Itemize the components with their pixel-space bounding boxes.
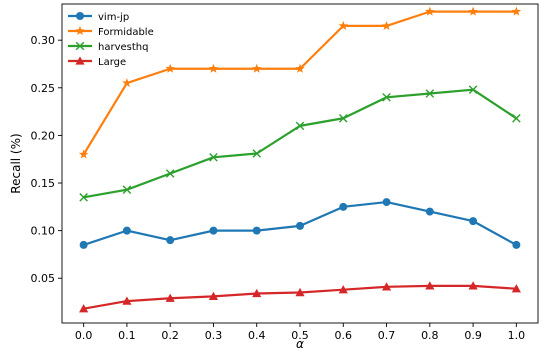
series-layer (78, 6, 522, 313)
y-tick-label: 0.20 (31, 129, 56, 142)
x-axis: 0.0 0.1 0.2 0.3 0.4 0.5 0.6 0.7 0.8 0.9 1.0 (75, 323, 525, 342)
y-tick-label: 0.25 (31, 82, 56, 95)
series-vim-jp (79, 198, 521, 249)
data-point (79, 240, 88, 249)
data-point (425, 281, 435, 290)
data-point (468, 6, 478, 16)
data-point (425, 207, 434, 216)
data-point (295, 63, 305, 73)
data-point (252, 149, 262, 158)
series-formidable (78, 6, 522, 159)
legend-label: harvesthq (98, 42, 148, 53)
data-point (339, 202, 348, 211)
y-tick-label: 0.10 (31, 225, 56, 238)
x-tick-label: 0.8 (421, 329, 439, 342)
legend-entry: vim-jp (68, 12, 129, 23)
x-tick-label: 0.0 (75, 329, 93, 342)
y-axis-label: Recall (%) (9, 133, 23, 193)
legend-marker (76, 12, 84, 20)
data-point (425, 6, 435, 16)
legend-entry: Large (68, 56, 126, 68)
x-tick-label: 1.0 (508, 329, 526, 342)
y-axis: 0.05 0.10 0.15 0.20 0.25 0.30 (31, 34, 62, 285)
legend-label: Large (98, 57, 126, 68)
y-tick-label: 0.30 (31, 34, 56, 47)
x-tick-label: 0.9 (464, 329, 482, 342)
data-point (78, 149, 89, 159)
x-axis-label: α (296, 337, 304, 351)
data-point (251, 63, 262, 73)
y-tick-label: 0.05 (31, 272, 56, 285)
series-harvesthq (79, 85, 521, 202)
data-point (209, 153, 218, 162)
x-tick-label: 0.3 (205, 329, 223, 342)
x-tick-label: 0.1 (118, 329, 136, 342)
x-tick-label: 0.4 (248, 329, 266, 342)
data-point (381, 282, 392, 291)
legend-label: Formidable (98, 27, 154, 38)
legend-marker (75, 41, 85, 51)
x-tick-label: 0.6 (335, 329, 353, 342)
data-point (79, 304, 89, 313)
legend-label: vim-jp (98, 12, 129, 23)
data-point (166, 236, 175, 245)
data-point (165, 169, 175, 178)
data-point (122, 185, 132, 194)
data-point (209, 226, 218, 235)
data-point (468, 281, 478, 290)
data-point (165, 293, 175, 302)
data-point (208, 63, 219, 73)
data-point (512, 113, 521, 123)
data-point (338, 285, 348, 294)
data-point (469, 217, 478, 226)
x-tick-label: 0.5 (291, 329, 309, 342)
data-point (338, 20, 349, 30)
data-point (382, 198, 391, 207)
legend-entry: harvesthq (68, 41, 148, 53)
data-point (122, 296, 132, 305)
series-large (79, 281, 521, 313)
y-tick-label: 0.15 (31, 177, 56, 190)
data-point (338, 113, 348, 123)
data-point (122, 226, 131, 235)
data-point (252, 226, 261, 235)
x-tick-label: 0.2 (161, 329, 179, 342)
data-point (165, 63, 175, 73)
data-point (252, 288, 262, 298)
data-point (295, 287, 305, 297)
data-point (468, 85, 478, 94)
data-point (425, 89, 435, 98)
data-point (511, 284, 521, 293)
data-point (511, 6, 522, 16)
x-tick-label: 0.7 (378, 329, 396, 342)
data-point (79, 193, 88, 202)
data-point (208, 291, 219, 301)
data-point (512, 240, 521, 249)
data-point (382, 93, 391, 102)
legend-entry: Formidable (68, 26, 154, 38)
legend-marker (75, 56, 85, 65)
legend-marker (75, 26, 85, 36)
data-point (295, 121, 305, 131)
data-point (122, 78, 132, 88)
legend: vim-jp Formidable harvesthq Large (68, 12, 154, 68)
data-point (296, 221, 304, 230)
data-point (381, 20, 392, 30)
